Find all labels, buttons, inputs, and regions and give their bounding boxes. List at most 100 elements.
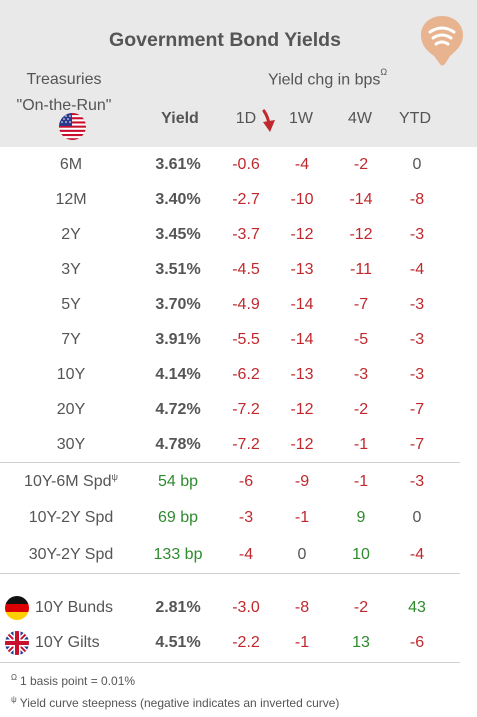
table-header: Government Bond Yields Treasuries "On-th… bbox=[0, 0, 477, 147]
change-1w: -13 bbox=[290, 365, 314, 383]
change-1d: -4.5 bbox=[232, 260, 260, 278]
change-1w: -8 bbox=[294, 598, 310, 616]
yield-value: 2.81% bbox=[155, 598, 201, 616]
row-label: 30Y-2Y Spd bbox=[28, 545, 114, 563]
table-row: 10Y 4.14% -6.2 -13 -3 -3 bbox=[0, 357, 477, 392]
table-row: 30Y 4.78% -7.2 -12 -1 -7 bbox=[0, 427, 477, 462]
table-row: 20Y 4.72% -7.2 -12 -2 -7 bbox=[0, 392, 477, 427]
change-1w: -1 bbox=[294, 633, 310, 651]
change-1d: -3.0 bbox=[232, 598, 260, 616]
change-1w: 0 bbox=[297, 545, 307, 563]
row-label: 20Y bbox=[56, 400, 86, 418]
change-1w: -4 bbox=[294, 155, 310, 173]
treasuries-label-line2: "On-the-Run" bbox=[16, 97, 112, 114]
change-4w: 13 bbox=[352, 633, 370, 651]
column-header-1d: 1D bbox=[235, 110, 257, 127]
row-label: 10Y Gilts bbox=[35, 633, 100, 651]
change-4w: -5 bbox=[353, 330, 369, 348]
change-1w: -13 bbox=[290, 260, 314, 278]
change-4w: -12 bbox=[349, 225, 373, 243]
change-4w: -11 bbox=[350, 260, 372, 278]
germany-flag-icon bbox=[5, 595, 29, 620]
table-row: 7Y 3.91% -5.5 -14 -5 -3 bbox=[0, 322, 477, 357]
table-row: 3Y 3.51% -4.5 -13 -11 -4 bbox=[0, 252, 477, 287]
change-ytd: -3 bbox=[409, 225, 425, 243]
change-4w: -1 bbox=[353, 472, 369, 490]
yield-change-text: Yield chg in bps bbox=[268, 71, 381, 89]
footnote-symbol: ψ bbox=[11, 695, 17, 704]
column-header-ytd: YTD bbox=[399, 110, 431, 127]
change-ytd: -3 bbox=[409, 365, 425, 383]
divider bbox=[0, 573, 460, 574]
change-1d: -4 bbox=[238, 545, 254, 563]
change-1w: -1 bbox=[294, 509, 310, 526]
change-1d: -0.6 bbox=[232, 155, 260, 173]
footnote-curve-steepness: ψ Yield curve steepness (negative indicat… bbox=[11, 695, 339, 710]
change-ytd: -6 bbox=[409, 633, 425, 651]
footnote-text: 1 basis point = 0.01% bbox=[19, 674, 136, 688]
change-1d: -2.7 bbox=[232, 190, 260, 208]
row-label: 30Y bbox=[56, 435, 86, 453]
change-4w: -14 bbox=[349, 190, 373, 208]
change-ytd: -3 bbox=[409, 295, 425, 313]
change-ytd: -4 bbox=[409, 545, 425, 563]
table-row: 10Y Bunds 2.81% -3.0 -8 -2 43 bbox=[0, 590, 477, 625]
table-row: 2Y 3.45% -3.7 -12 -12 -3 bbox=[0, 217, 477, 252]
row-label: 5Y bbox=[61, 295, 81, 313]
change-1d: -2.2 bbox=[232, 633, 260, 651]
page-title: Government Bond Yields bbox=[109, 29, 341, 51]
yield-value: 3.45% bbox=[155, 225, 201, 243]
row-label: 10Y bbox=[56, 365, 86, 383]
row-label: 6M bbox=[59, 155, 83, 173]
sort-down-arrow-icon bbox=[262, 109, 275, 132]
change-1w: -14 bbox=[290, 295, 314, 313]
yield-value: 3.40% bbox=[155, 190, 201, 208]
row-label: 7Y bbox=[61, 330, 81, 348]
change-ytd: -3 bbox=[409, 330, 425, 348]
change-4w: -2 bbox=[353, 400, 369, 418]
change-1w: -12 bbox=[290, 435, 314, 453]
logo-icon bbox=[421, 16, 463, 66]
yield-value: 4.78% bbox=[155, 435, 201, 453]
change-1d: -3.7 bbox=[232, 225, 260, 243]
change-1d: -6 bbox=[238, 472, 254, 490]
change-ytd: 0 bbox=[412, 155, 422, 173]
yield-value: 4.14% bbox=[155, 365, 201, 383]
change-ytd: -3 bbox=[409, 472, 425, 490]
change-1w: -10 bbox=[290, 190, 314, 208]
change-1d: -3 bbox=[238, 509, 254, 526]
row-label: 10Y-2Y Spd bbox=[28, 509, 114, 526]
change-1d: -4.9 bbox=[232, 295, 260, 313]
treasuries-label: Treasuries "On-the-Run" bbox=[0, 67, 128, 119]
change-1d: -5.5 bbox=[232, 330, 260, 348]
change-ytd: 0 bbox=[412, 509, 422, 526]
table-row: 10Y Gilts 4.51% -2.2 -1 13 -6 bbox=[0, 625, 477, 660]
change-4w: -2 bbox=[353, 155, 369, 173]
table-row: 5Y 3.70% -4.9 -14 -7 -3 bbox=[0, 287, 477, 322]
column-header-1w: 1W bbox=[289, 110, 313, 127]
change-4w: -7 bbox=[353, 295, 369, 313]
row-label: 10Y Bunds bbox=[35, 598, 113, 616]
change-ytd: -4 bbox=[409, 260, 425, 278]
table-row: 10Y-6M Spdψ 54 bp -6 -9 -1 -3 bbox=[0, 464, 477, 499]
change-4w: -3 bbox=[353, 365, 369, 383]
change-4w: -1 bbox=[353, 435, 369, 453]
table-row: 6M 3.61% -0.6 -4 -2 0 bbox=[0, 147, 477, 182]
yield-value: 3.70% bbox=[155, 295, 201, 313]
row-label: 3Y bbox=[61, 260, 81, 278]
uk-flag-icon bbox=[5, 630, 29, 655]
change-1w: -14 bbox=[290, 330, 314, 348]
change-1d: -7.2 bbox=[232, 435, 260, 453]
change-1w: -9 bbox=[294, 472, 310, 490]
change-4w: -2 bbox=[353, 598, 369, 616]
change-1w: -12 bbox=[290, 400, 314, 418]
yield-value: 69 bp bbox=[157, 509, 199, 526]
change-ytd: -7 bbox=[409, 400, 425, 418]
yield-value: 54 bp bbox=[157, 472, 199, 490]
row-label: 10Y-6M Spd bbox=[24, 472, 112, 490]
yield-value: 133 bp bbox=[153, 545, 203, 563]
divider bbox=[0, 662, 460, 663]
yield-change-footnote-mark: Ω bbox=[380, 67, 388, 77]
divider bbox=[0, 462, 460, 463]
